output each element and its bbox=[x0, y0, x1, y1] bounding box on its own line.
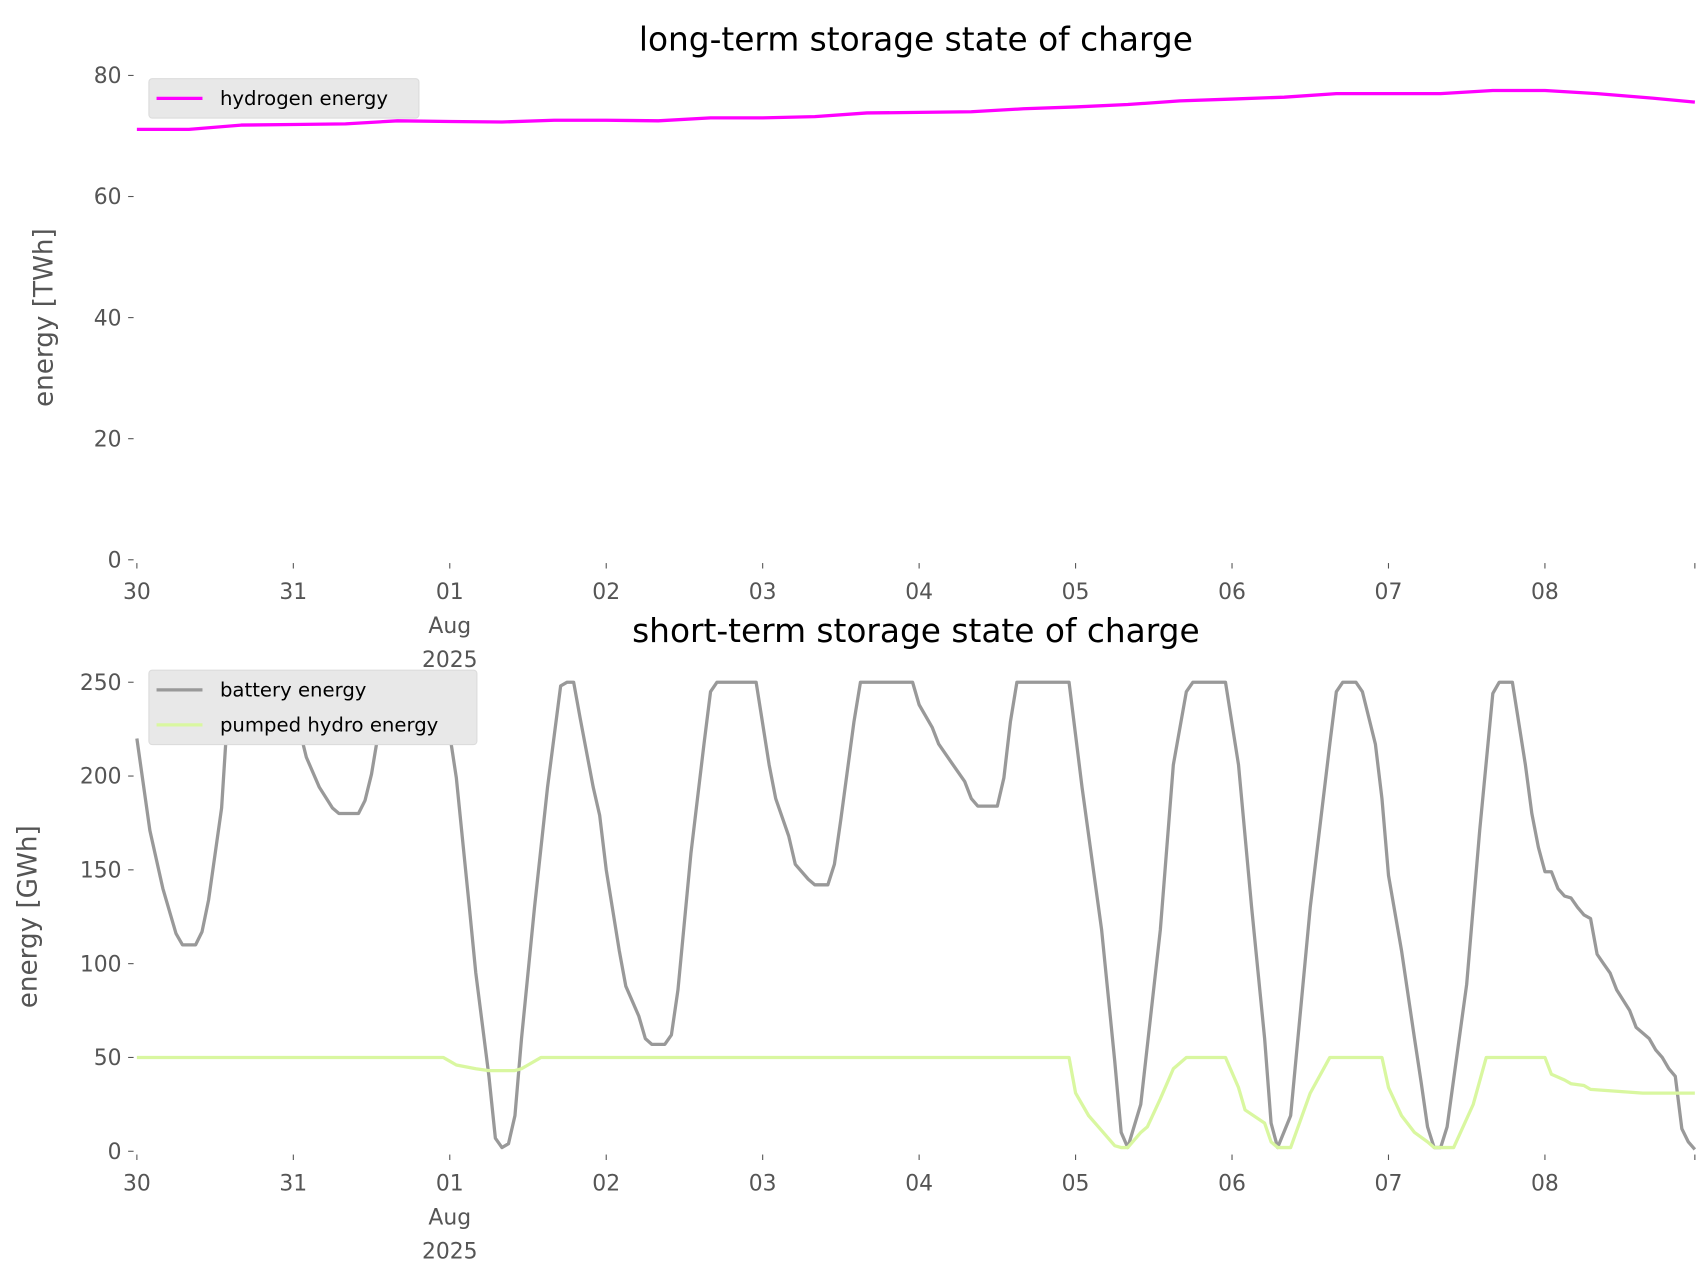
x-tick-label: 04 bbox=[905, 580, 933, 605]
x-tick-label: 03 bbox=[749, 580, 777, 605]
x-tick-label: 07 bbox=[1375, 1172, 1403, 1197]
x-tick-label: 08 bbox=[1531, 580, 1559, 605]
subplot-long-term: long-term storage state of charge energy … bbox=[30, 20, 1696, 673]
x-tick-label: 31 bbox=[279, 1172, 307, 1197]
series-line-pumped-hydro-energy bbox=[136, 1055, 1695, 1150]
x-tick-label: 02 bbox=[592, 1172, 620, 1197]
legend-box bbox=[148, 669, 478, 746]
x-tick-label: 30 bbox=[123, 1172, 151, 1197]
x-tick-label: 07 bbox=[1375, 580, 1403, 605]
chart-title: long-term storage state of charge bbox=[639, 20, 1193, 58]
y-tick-label: 80 bbox=[94, 64, 122, 89]
legend-label: hydrogen energy bbox=[220, 87, 388, 110]
legend: battery energy pumped hydro energy bbox=[148, 669, 478, 746]
legend: hydrogen energy bbox=[148, 78, 420, 119]
x-tick-label: 03 bbox=[749, 1172, 777, 1197]
x-tick-label: 06 bbox=[1218, 580, 1246, 605]
x-tick-label: 05 bbox=[1062, 1172, 1090, 1197]
x-tick-label: 06 bbox=[1218, 1172, 1246, 1197]
legend-box bbox=[148, 78, 420, 119]
y-axis-label: energy [TWh] bbox=[30, 228, 60, 407]
x-tick-label: 01 bbox=[436, 1172, 464, 1197]
x-tick-label: 02 bbox=[592, 580, 620, 605]
x-tick-label: 2025 bbox=[422, 1239, 478, 1264]
legend-label: pumped hydro energy bbox=[220, 713, 439, 736]
x-tick-label: 05 bbox=[1062, 580, 1090, 605]
y-tick-label: 250 bbox=[80, 671, 122, 696]
y-axis-label: energy [GWh] bbox=[13, 825, 43, 1008]
y-tick-label: 20 bbox=[94, 427, 122, 452]
x-tick-label: Aug bbox=[428, 1206, 471, 1231]
x-tick-label: 04 bbox=[905, 1172, 933, 1197]
y-tick-label: 0 bbox=[108, 548, 122, 573]
y-tick-label: 60 bbox=[94, 185, 122, 210]
y-tick-label: 50 bbox=[94, 1046, 122, 1071]
x-tick-label: 2025 bbox=[422, 648, 478, 673]
subplot-short-term: short-term storage state of charge energy… bbox=[13, 612, 1697, 1264]
x-tick-label: 08 bbox=[1531, 1172, 1559, 1197]
chart-title: short-term storage state of charge bbox=[632, 612, 1200, 650]
series-line-hydrogen-energy bbox=[136, 88, 1696, 131]
y-tick-label: 0 bbox=[108, 1140, 122, 1165]
x-tick-label: 31 bbox=[279, 580, 307, 605]
legend-label: battery energy bbox=[220, 678, 367, 701]
y-tick-label: 150 bbox=[80, 859, 122, 884]
x-tick-label: Aug bbox=[428, 614, 471, 639]
y-tick-label: 40 bbox=[94, 306, 122, 331]
y-tick-label: 100 bbox=[80, 952, 122, 977]
series-line-battery-energy bbox=[135, 680, 1697, 1151]
x-tick-label: 01 bbox=[436, 580, 464, 605]
y-tick-label: 200 bbox=[80, 765, 122, 790]
x-tick-label: 30 bbox=[123, 580, 151, 605]
